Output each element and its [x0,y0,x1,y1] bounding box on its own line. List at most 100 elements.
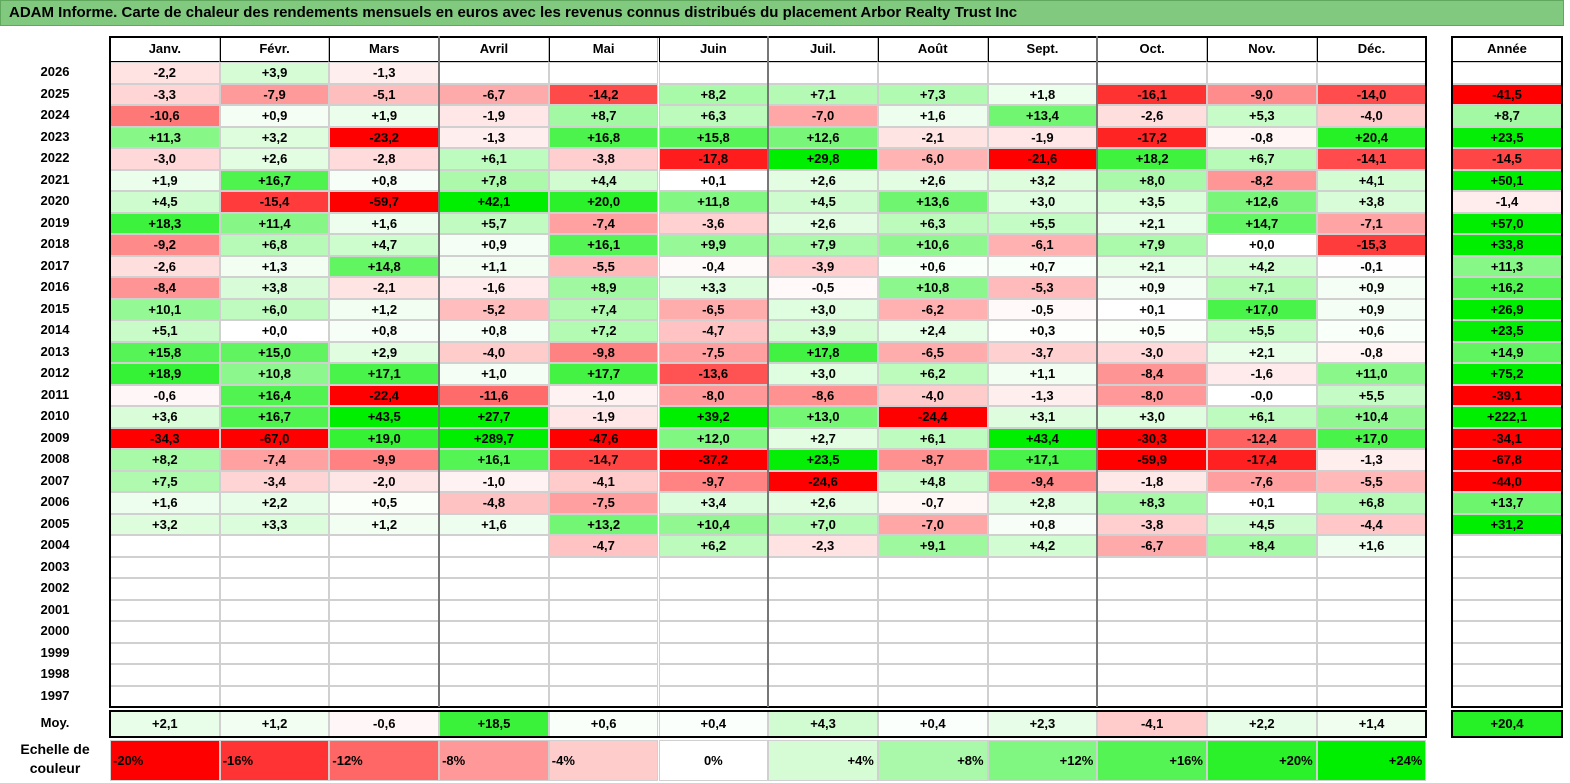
heatmap-cell: -23,2 [329,126,440,148]
heatmap-cell: +1,0 [439,363,549,385]
heatmap-cell [110,664,220,686]
heatmap-cell: +29,8 [768,148,878,170]
heatmap-cell: +3,0 [1097,406,1207,428]
heatmap-cell: +5,7 [439,212,549,234]
year-label: 2006 [40,494,70,509]
heatmap-cell [219,642,330,664]
heatmap-cell [110,685,220,707]
heatmap-cell: +0,8 [439,320,549,342]
heatmap-cell [877,621,988,643]
heatmap-cell: +16,1 [439,449,549,471]
heatmap-cell: -5,5 [1316,470,1427,492]
average-cell: +0,4 [658,711,769,737]
heatmap-cell [219,599,330,621]
heatmap-cell: +11,0 [1316,363,1427,385]
heatmap-cell: -17,8 [658,148,769,170]
heatmap-cell: +0,9 [439,234,549,256]
annual-cell [1452,535,1562,557]
month-header: Avril [439,36,549,62]
heatmap-cell: -13,6 [658,363,769,385]
heatmap-cell: +10,4 [658,513,769,535]
average-cell: -4,1 [1097,711,1207,737]
month-header: Août [877,36,988,62]
heatmap-cell: +0,9 [1097,277,1207,299]
heatmap-cell: +5,1 [110,320,220,342]
annual-cell: +50,1 [1452,169,1562,191]
heatmap-cell: +8,9 [548,277,659,299]
heatmap-cell: +6,8 [219,234,330,256]
heatmap-cell [768,642,878,664]
heatmap-cell [110,556,220,578]
year-label: 2004 [40,537,70,552]
annual-cell [1452,62,1562,84]
year-label: 1999 [40,644,70,660]
heatmap-cell [329,599,440,621]
average-cell: +2,3 [987,711,1098,737]
scale-label-line2: couleur [29,760,81,776]
heatmap-cell: -3,0 [1097,341,1207,363]
heatmap-cell: -2,0 [329,470,440,492]
heatmap-cell [219,664,330,686]
heatmap-cell: +13,6 [877,191,988,213]
heatmap-cell: +7,4 [548,298,659,320]
heatmap-cell: +1,9 [329,105,440,127]
heatmap-cell: +6,1 [877,427,988,449]
heatmap-cell: -17,4 [1207,449,1317,471]
heatmap-cell: +0,8 [987,513,1098,535]
heatmap-cell: +4,5 [1207,513,1317,535]
heatmap-cell: -6,0 [877,148,988,170]
heatmap-cell: -10,6 [110,105,220,127]
heatmap-cell [877,599,988,621]
heatmap-cell: +0,7 [987,255,1098,277]
heatmap-cell [329,535,440,557]
heatmap-cell: +6,1 [1207,406,1317,428]
heatmap-cell [987,599,1098,621]
heatmap-cell [110,642,220,664]
heatmap-cell [768,621,878,643]
heatmap-cell: +7,5 [110,470,220,492]
heatmap-cell: -59,9 [1097,449,1207,471]
heatmap-cell: -2,3 [768,535,878,557]
month-header: Janv. [110,36,220,62]
heatmap-cell: -47,6 [548,427,659,449]
heatmap-cell: -14,0 [1316,83,1427,105]
heatmap-cell: +3,4 [658,492,769,514]
heatmap-cell [1316,556,1427,578]
heatmap-cell [1097,642,1207,664]
heatmap-cell: -1,3 [439,126,549,148]
annual-cell: +16,2 [1452,277,1562,299]
year-label: 2019 [40,214,70,230]
heatmap-cell [439,578,549,600]
heatmap-cell [1316,642,1427,664]
heatmap-cell: -6,7 [439,83,549,105]
year-label: 2018 [40,236,70,251]
heatmap-cell: +10,8 [219,363,330,385]
month-header: Déc. [1316,36,1427,62]
heatmap-cell: -6,5 [877,341,988,363]
heatmap-cell: +10,1 [110,298,220,320]
heatmap-cell [658,599,769,621]
heatmap-cell [1207,62,1317,84]
heatmap-cell: +3,2 [219,126,330,148]
heatmap-cell: -15,3 [1316,234,1427,256]
heatmap-cell: +9,9 [658,234,769,256]
heatmap-cell [1097,685,1207,707]
heatmap-cell: +14,8 [329,255,440,277]
heatmap-cell [768,685,878,707]
heatmap-cell: +2,2 [219,492,330,514]
scale-label: Echelle de couleur [0,740,110,781]
heatmap-cell [219,535,330,557]
heatmap-cell: -30,3 [1097,427,1207,449]
heatmap-cell: -9,0 [1207,83,1317,105]
heatmap-cell [219,556,330,578]
month-header: Sept. [987,36,1098,62]
heatmap-cell: -0,8 [1316,341,1427,363]
heatmap-cell: +12,6 [1207,191,1317,213]
annual-cell: -41,5 [1452,83,1562,105]
heatmap-cell: +3,0 [987,191,1098,213]
heatmap-cell: -16,1 [1097,83,1207,105]
heatmap-cell: -7,6 [1207,470,1317,492]
heatmap-cell [1316,664,1427,686]
heatmap-cell: -24,6 [768,470,878,492]
year-label: 2023 [40,128,70,144]
